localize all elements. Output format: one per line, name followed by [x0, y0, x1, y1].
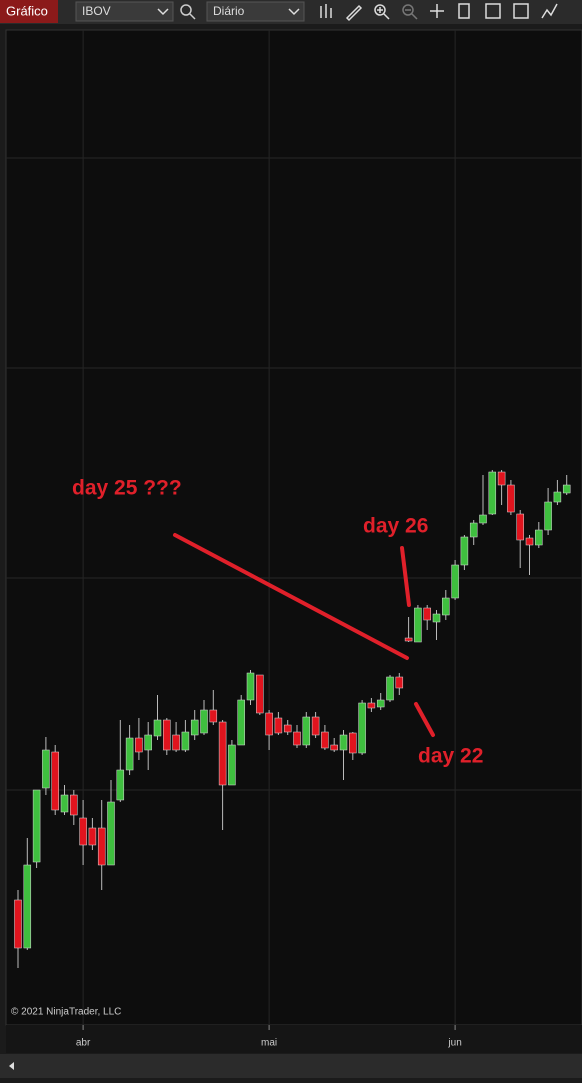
candle-body	[209, 709, 218, 723]
candle-body	[339, 734, 348, 751]
candle-body	[246, 672, 255, 701]
period: Diário	[213, 4, 245, 18]
candle-body	[107, 801, 115, 866]
horizontal-grid	[6, 157, 582, 791]
candle-body	[135, 737, 143, 753]
candle-body	[237, 699, 245, 746]
candle-body	[507, 484, 515, 513]
candle-body	[32, 789, 41, 863]
instrument: IBOV	[82, 4, 111, 18]
annotation-arrows	[173, 533, 435, 737]
search-icon[interactable]	[180, 4, 192, 16]
candle-body	[395, 676, 404, 689]
candle-body	[51, 751, 59, 811]
candle-body	[404, 637, 413, 642]
candle-body	[451, 564, 459, 599]
candle-body	[349, 732, 357, 754]
x-tick-label: abr	[76, 1038, 91, 1049]
scrollbar[interactable]	[0, 1054, 582, 1078]
candle-body	[516, 513, 524, 541]
candle-body	[23, 864, 32, 949]
templates-icon[interactable]	[485, 3, 501, 19]
x-axis	[6, 1025, 582, 1053]
candle-body	[228, 744, 236, 786]
candle-body	[367, 702, 376, 709]
toolbar-icons	[320, 3, 558, 22]
crosshair-icon[interactable]	[430, 4, 444, 18]
arrow	[400, 546, 411, 607]
candle-body	[544, 501, 552, 531]
candle-body	[116, 769, 125, 801]
tab[interactable]	[0, 0, 58, 23]
candle-body	[274, 717, 283, 734]
search-icon-handle	[189, 13, 196, 20]
candle-body	[488, 471, 497, 515]
scroll-left[interactable]	[9, 1062, 14, 1070]
indicator-icon[interactable]	[541, 3, 558, 19]
annotation: day 22	[418, 745, 483, 768]
arrow	[414, 702, 435, 737]
annotation: day 25 ???	[72, 477, 182, 500]
candle-body	[42, 749, 50, 789]
candle-body	[200, 709, 208, 734]
candle-body	[414, 607, 422, 643]
candle-body	[97, 827, 106, 866]
candle-body	[479, 514, 487, 524]
candle-body	[497, 471, 506, 486]
candle-body	[535, 529, 543, 546]
candle-body	[423, 607, 431, 621]
candle-body	[321, 731, 329, 749]
tab-title: Gráfico	[6, 3, 48, 18]
candle-body	[79, 817, 87, 846]
candle-body	[256, 674, 264, 714]
candle-body	[283, 724, 292, 733]
plot-area	[5, 29, 582, 1026]
candle-body	[181, 731, 190, 751]
draw-icon[interactable]	[345, 4, 363, 22]
zoom-in-icon[interactable]	[374, 4, 386, 16]
candle-body	[172, 734, 180, 751]
candle-body	[562, 484, 571, 494]
candle-body	[218, 721, 227, 786]
candle-body	[125, 737, 134, 771]
candle-body	[14, 899, 22, 949]
properties-icon[interactable]	[458, 3, 470, 19]
candle-body	[442, 597, 450, 616]
candle-body	[469, 522, 478, 538]
candle-body	[525, 537, 534, 546]
bars-icon[interactable]	[320, 4, 332, 18]
period-select[interactable]	[206, 1, 305, 22]
candle-body	[60, 794, 69, 813]
annotation: day 26	[363, 515, 428, 538]
copyright: © 2021 NinjaTrader, LLC	[11, 1007, 121, 1018]
candle-body	[386, 676, 394, 701]
candle-body	[302, 716, 311, 746]
zoom-out-icon[interactable]	[402, 4, 414, 16]
candle-body	[70, 794, 78, 816]
candle-body	[553, 491, 562, 503]
candle-body	[144, 734, 152, 751]
candle-body	[163, 719, 171, 751]
candle-body	[311, 716, 320, 736]
candle-body	[293, 731, 301, 746]
dropdown-arrow	[288, 8, 300, 16]
candle-body	[358, 702, 366, 754]
candle-body	[432, 613, 441, 623]
candle-body	[376, 699, 385, 708]
x-tick-label: jun	[447, 1038, 461, 1049]
candle-body	[330, 744, 338, 751]
candle-body	[153, 719, 162, 737]
strategy-icon[interactable]	[513, 3, 529, 19]
candle-body	[88, 827, 97, 846]
x-tick-label: mai	[261, 1038, 277, 1049]
candle-body	[265, 712, 273, 736]
instrument-select[interactable]	[75, 1, 174, 22]
candle-body	[460, 536, 469, 566]
arrow	[173, 533, 409, 660]
dropdown-arrow	[157, 8, 169, 16]
candle-body	[190, 719, 199, 736]
